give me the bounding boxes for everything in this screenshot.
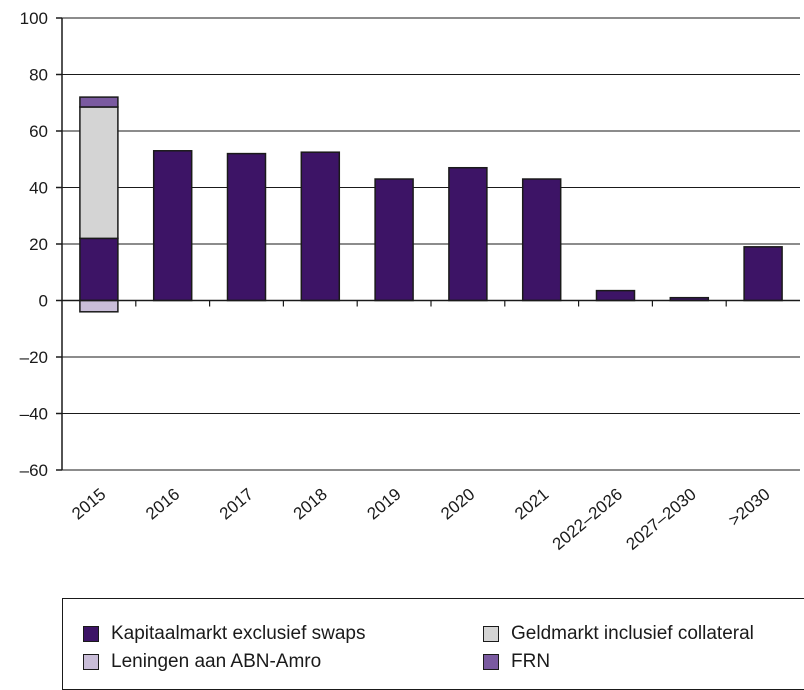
legend-label: Geldmarkt inclusief collateral xyxy=(511,623,754,644)
y-tick-label: –60 xyxy=(20,461,48,480)
x-tick-label: 2017 xyxy=(216,485,257,524)
bar xyxy=(300,151,341,302)
legend-item-frn: FRN xyxy=(483,651,550,673)
x-tick-label: >2030 xyxy=(725,485,774,530)
bar xyxy=(79,299,119,313)
x-tick-label: 2016 xyxy=(142,485,183,524)
bar xyxy=(226,152,267,302)
legend-swatch xyxy=(83,654,99,670)
bar xyxy=(374,178,414,302)
legend: Kapitaalmarkt exclusief swaps Geldmarkt … xyxy=(62,598,804,690)
bars xyxy=(79,96,783,313)
bar xyxy=(79,237,119,302)
legend-swatch xyxy=(83,626,99,642)
x-tick-label: 2018 xyxy=(290,485,331,524)
y-tick-label: 20 xyxy=(29,235,48,254)
x-tick-label: 2027–2030 xyxy=(622,485,699,554)
bar xyxy=(743,246,783,302)
bar xyxy=(448,166,488,302)
bar xyxy=(521,178,562,302)
x-tick-label: 2019 xyxy=(363,485,404,524)
legend-item-kapitaalmarkt: Kapitaalmarkt exclusief swaps xyxy=(83,623,366,645)
bar-chart: 100 80 60 40 20 0 –20 –40 –60 2015 2016 2017 2018 201… xyxy=(20,9,800,554)
y-tick-label: 60 xyxy=(29,122,48,141)
y-tick-label: 100 xyxy=(20,9,48,28)
y-tick-label: –20 xyxy=(20,348,48,367)
y-tick-label: 40 xyxy=(29,179,48,198)
bar xyxy=(79,106,119,240)
axes xyxy=(56,17,800,471)
legend-item-geldmarkt: Geldmarkt inclusief collateral xyxy=(483,623,754,645)
bar xyxy=(595,289,636,302)
bar xyxy=(79,96,119,108)
x-tick-label: 2020 xyxy=(437,485,478,524)
legend-label: Leningen aan ABN-Amro xyxy=(111,651,322,672)
y-tick-label: 0 xyxy=(39,292,48,311)
bar xyxy=(152,150,193,302)
x-tick-label: 2015 xyxy=(68,485,109,524)
legend-label: FRN xyxy=(511,651,551,672)
legend-swatch xyxy=(483,654,499,670)
x-tick-label: 2021 xyxy=(511,485,552,524)
legend-swatch xyxy=(483,626,499,642)
x-tick-label: 2022–2026 xyxy=(549,485,626,554)
legend-item-leningen: Leningen aan ABN-Amro xyxy=(83,651,321,673)
y-tick-label: 80 xyxy=(29,66,48,85)
legend-label: Kapitaalmarkt exclusief swaps xyxy=(111,623,366,644)
y-tick-label: –40 xyxy=(20,405,48,424)
